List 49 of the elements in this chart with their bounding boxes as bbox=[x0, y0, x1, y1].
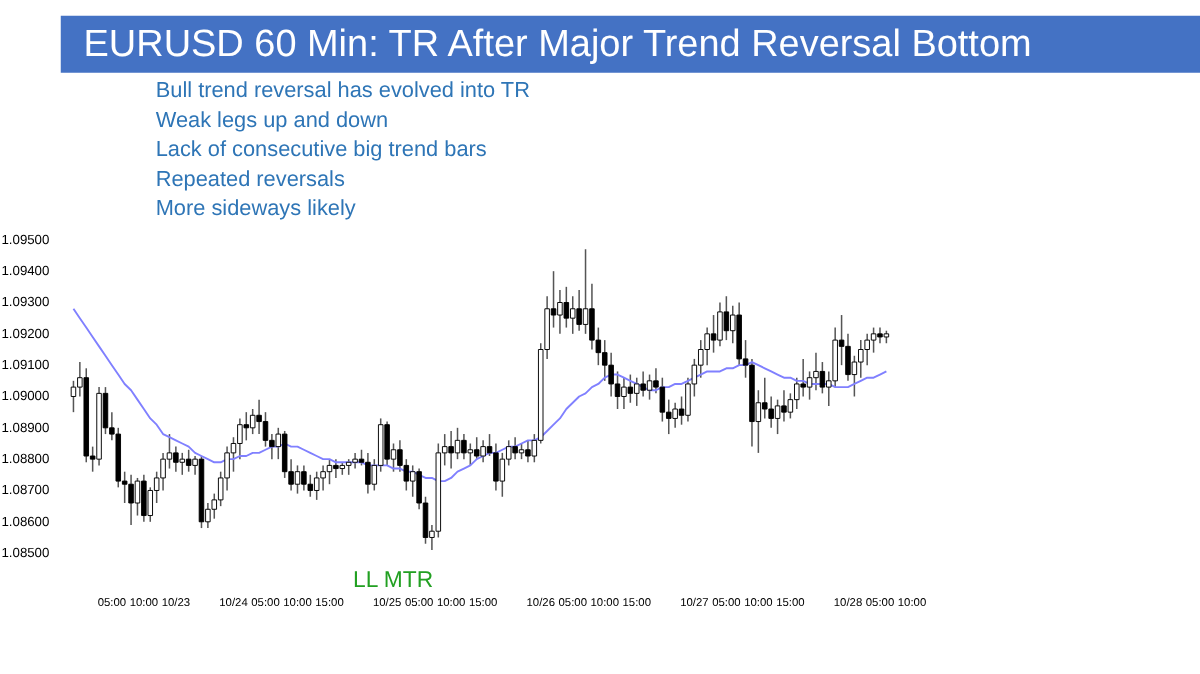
candlestick bbox=[473, 436, 480, 460]
candlestick bbox=[333, 458, 339, 479]
text: Weak legs up and down bbox=[155, 108, 389, 133]
candlestick bbox=[627, 373, 634, 404]
candlestick bbox=[633, 376, 640, 407]
candlestick bbox=[141, 474, 147, 523]
candlestick bbox=[640, 370, 646, 398]
candlestick bbox=[352, 452, 358, 470]
candlestick bbox=[569, 295, 576, 335]
candlestick bbox=[134, 477, 141, 517]
candlestick bbox=[185, 448, 192, 473]
candlestick bbox=[774, 398, 781, 435]
candlestick bbox=[326, 458, 333, 485]
text: More sideways likely bbox=[155, 197, 357, 222]
candlestick bbox=[512, 436, 518, 460]
candlestick bbox=[723, 295, 730, 341]
candlestick bbox=[448, 430, 454, 470]
text: Repeated reversals bbox=[155, 167, 346, 192]
candlestick bbox=[461, 433, 467, 460]
candlestick bbox=[365, 452, 371, 495]
candlestick bbox=[480, 439, 486, 464]
candlestick bbox=[384, 420, 390, 467]
candlestick bbox=[128, 474, 134, 526]
candlestick bbox=[493, 442, 499, 492]
candlestick bbox=[409, 464, 416, 498]
candlestick bbox=[525, 439, 531, 464]
candlestick bbox=[646, 373, 653, 401]
candlestick bbox=[621, 376, 627, 410]
candlestick bbox=[582, 248, 589, 335]
candlestick bbox=[563, 286, 570, 329]
text: Lack of consecutive big trend bars bbox=[155, 138, 488, 163]
candlestick bbox=[313, 470, 320, 501]
candlestick bbox=[781, 389, 787, 423]
candlestick bbox=[717, 301, 723, 348]
candlestick bbox=[179, 452, 186, 476]
candlestick bbox=[762, 376, 768, 420]
candlestick bbox=[467, 442, 474, 467]
candlestick bbox=[320, 464, 326, 492]
candlestick bbox=[294, 464, 301, 495]
text: Bull trend reversal has evolved into TR bbox=[155, 79, 531, 104]
candlestick bbox=[249, 408, 256, 435]
candlestick bbox=[672, 402, 678, 429]
candlestick bbox=[710, 314, 717, 354]
chart-title: EURUSD 60 Min: TR After Major Trend Reversal Bottom bbox=[83, 23, 1032, 66]
candlestick bbox=[301, 464, 307, 492]
candlestick bbox=[800, 358, 806, 398]
candlestick bbox=[243, 411, 250, 442]
text: LL MTR bbox=[353, 569, 434, 594]
candlestick bbox=[576, 289, 582, 332]
